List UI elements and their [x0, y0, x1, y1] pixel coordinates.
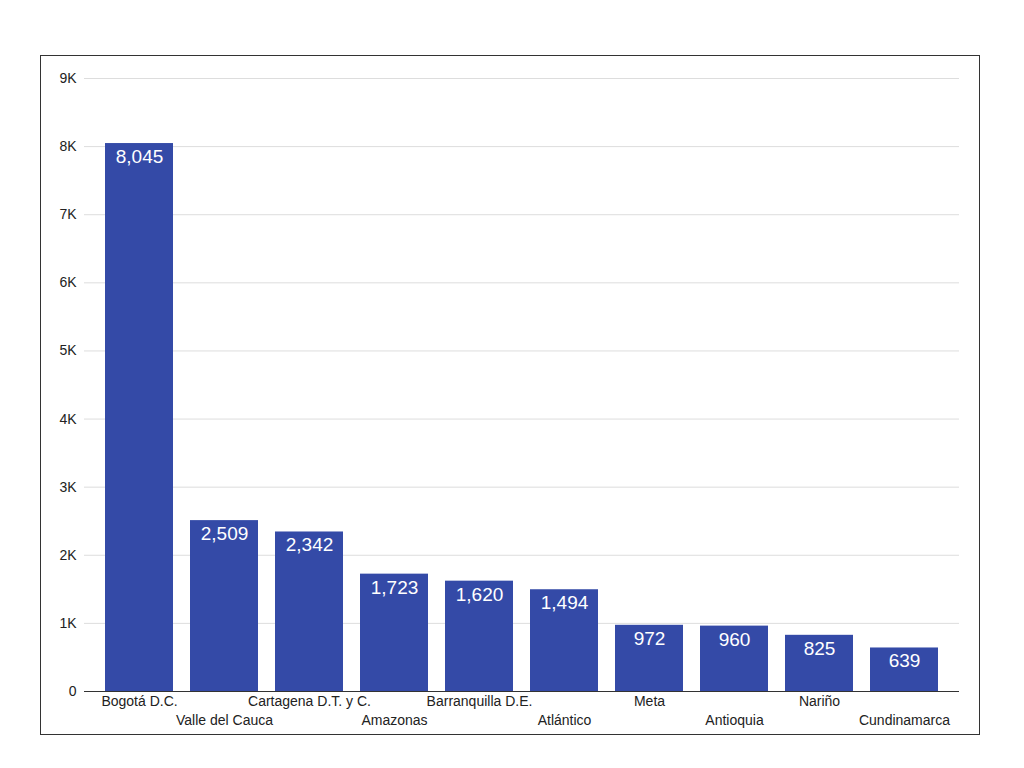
- svg-text:8,045: 8,045: [116, 146, 164, 167]
- svg-text:6K: 6K: [59, 274, 77, 290]
- svg-text:1,494: 1,494: [541, 592, 589, 613]
- svg-text:8K: 8K: [59, 138, 77, 154]
- svg-text:Cundinamarca: Cundinamarca: [859, 712, 950, 728]
- svg-text:960: 960: [719, 629, 751, 650]
- svg-text:Barranquilla D.E.: Barranquilla D.E.: [427, 693, 533, 709]
- svg-text:1,723: 1,723: [371, 577, 419, 598]
- svg-text:972: 972: [634, 628, 666, 649]
- svg-text:825: 825: [804, 638, 836, 659]
- svg-text:Amazonas: Amazonas: [361, 712, 427, 728]
- svg-text:Meta: Meta: [634, 693, 665, 709]
- svg-text:2,509: 2,509: [201, 523, 249, 544]
- svg-text:Atlántico: Atlántico: [538, 712, 592, 728]
- svg-text:Antioquia: Antioquia: [705, 712, 764, 728]
- svg-text:3K: 3K: [59, 479, 77, 495]
- svg-text:4K: 4K: [59, 411, 77, 427]
- svg-text:7K: 7K: [59, 206, 77, 222]
- svg-text:1K: 1K: [59, 615, 77, 631]
- svg-text:2,342: 2,342: [286, 534, 334, 555]
- svg-text:9K: 9K: [59, 70, 77, 86]
- svg-text:0: 0: [69, 683, 77, 699]
- svg-text:639: 639: [889, 650, 921, 671]
- svg-text:2K: 2K: [59, 547, 77, 563]
- svg-text:Bogotá D.C.: Bogotá D.C.: [101, 693, 177, 709]
- svg-text:1,620: 1,620: [456, 584, 504, 605]
- svg-text:5K: 5K: [59, 342, 77, 358]
- svg-text:Cartagena D.T. y C.: Cartagena D.T. y C.: [248, 693, 371, 709]
- svg-text:Nariño: Nariño: [799, 693, 840, 709]
- svg-text:Valle del Cauca: Valle del Cauca: [176, 712, 273, 728]
